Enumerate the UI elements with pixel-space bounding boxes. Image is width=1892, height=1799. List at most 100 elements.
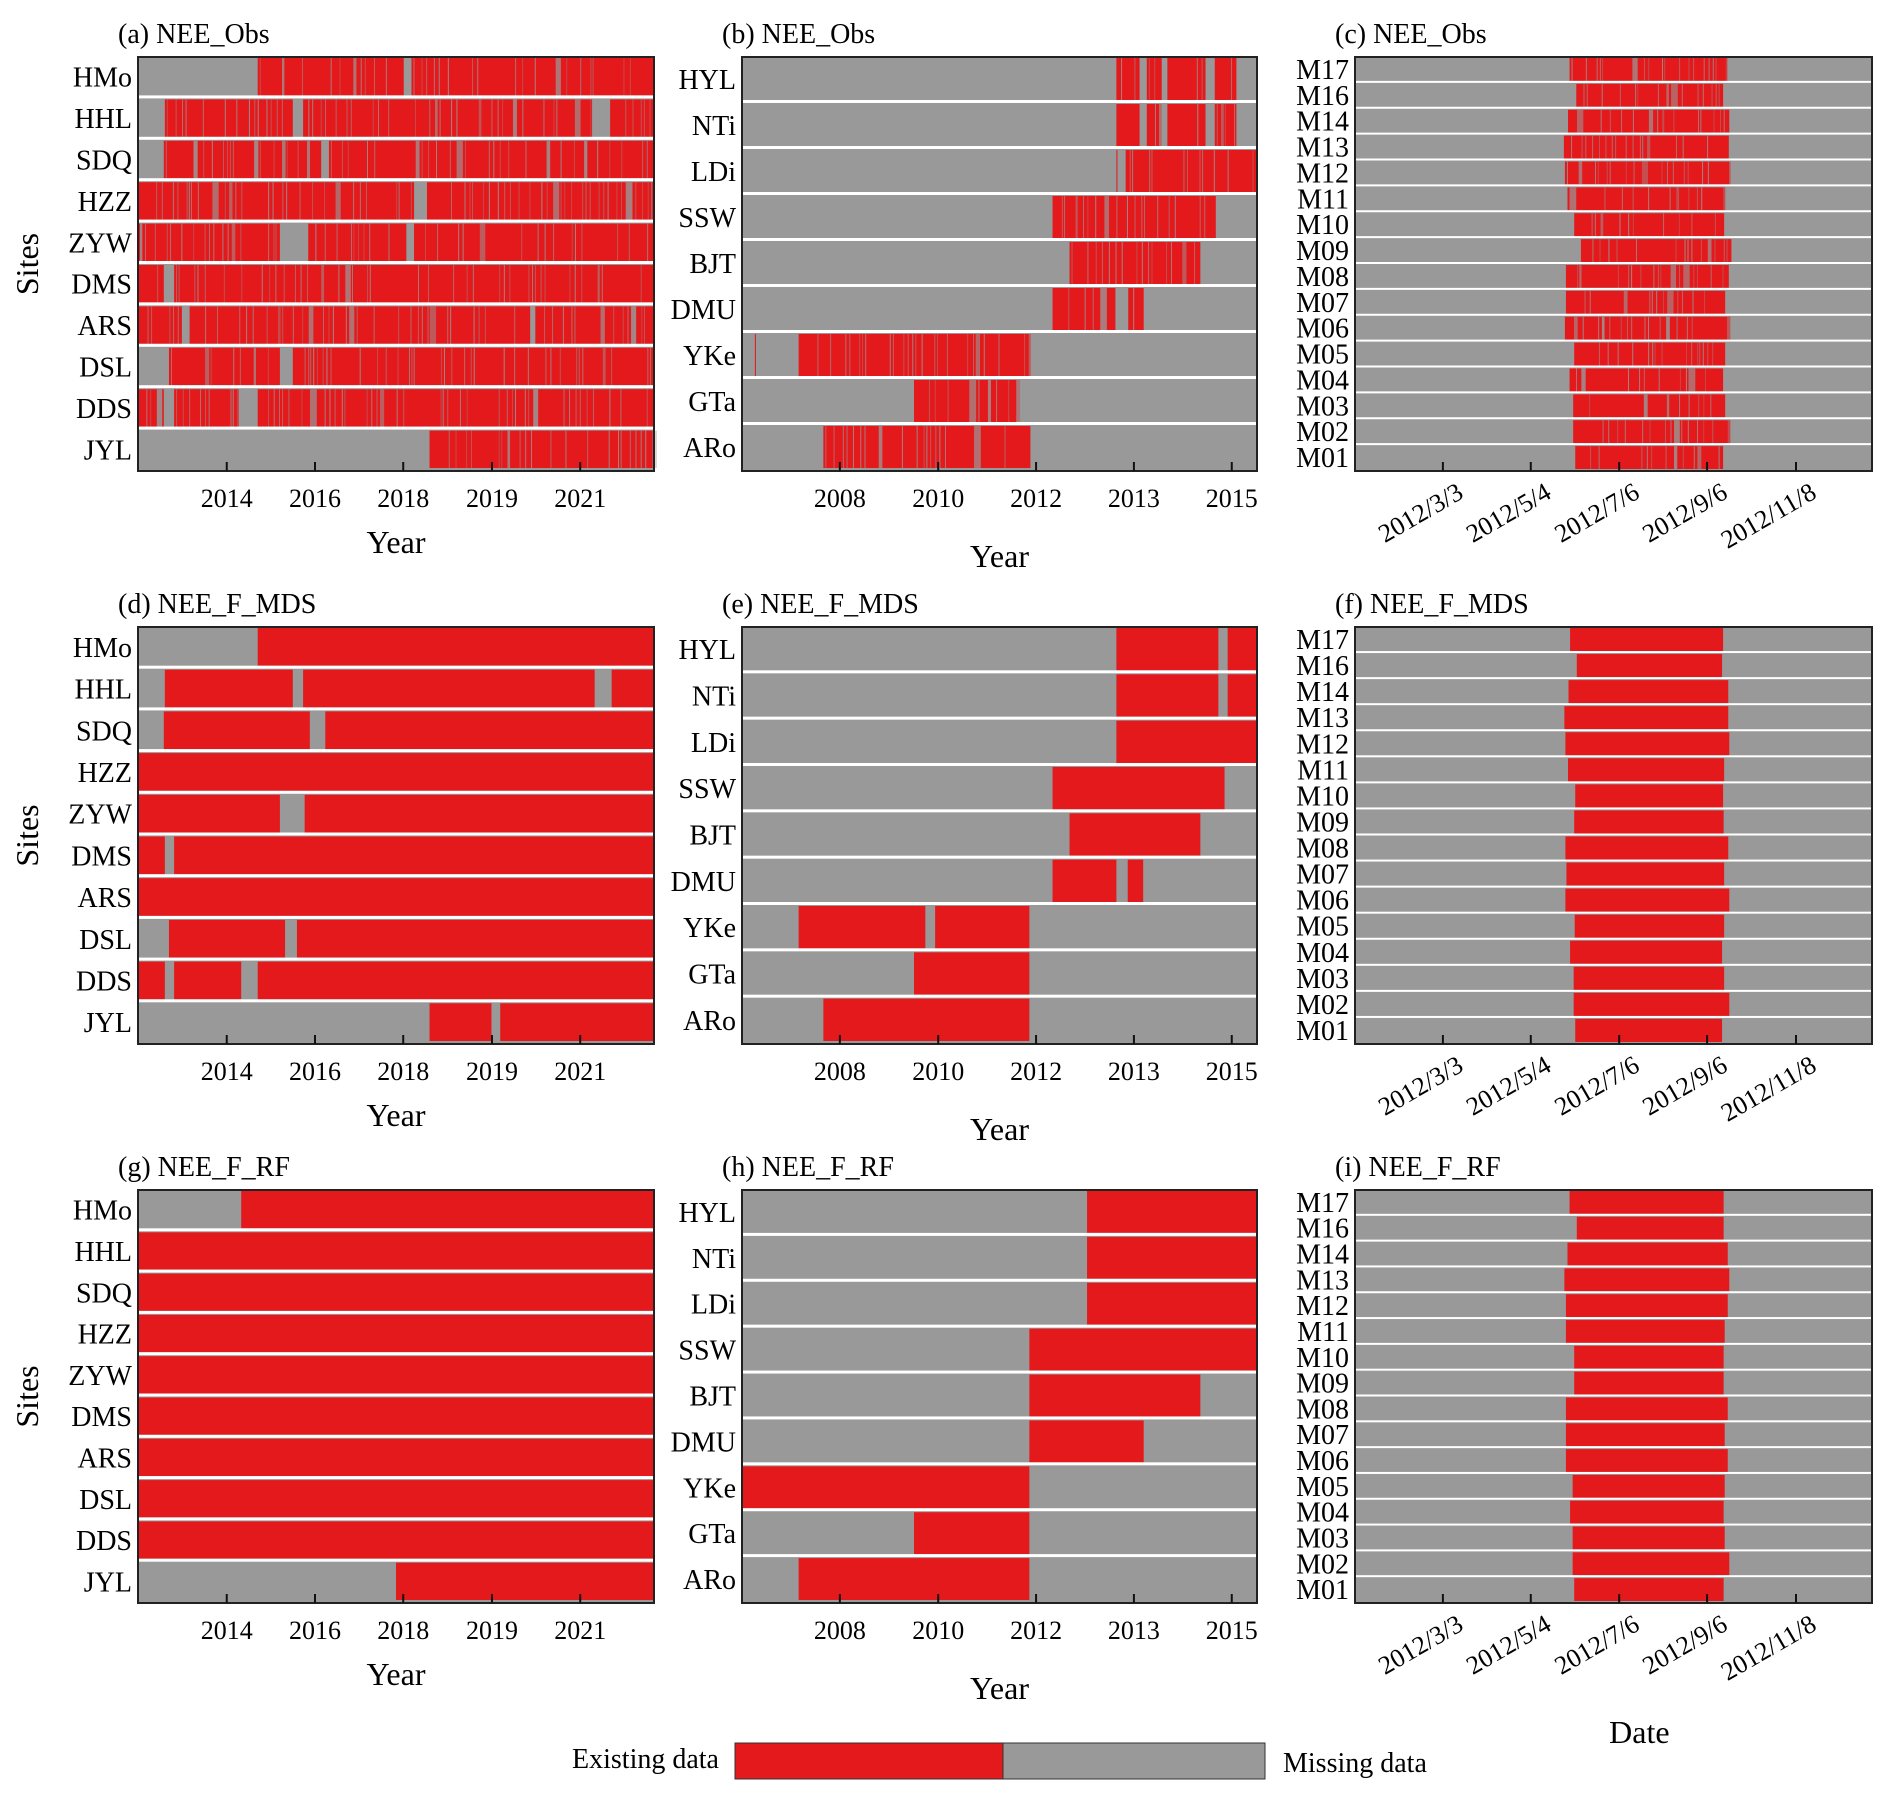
site-label: M03 — [1296, 391, 1349, 422]
x-tick-label: 2015 — [1206, 1616, 1258, 1645]
existing-segment — [304, 794, 654, 833]
gap-stripe — [1685, 368, 1687, 392]
gap-stripe — [1134, 58, 1136, 100]
gap-stripe — [210, 347, 212, 386]
site-row-ZYW: ZYW — [68, 223, 654, 264]
gap-stripe — [1648, 187, 1650, 211]
gap-stripe — [607, 182, 609, 220]
site-row-DMS: DMS — [71, 836, 654, 878]
site-label: M06 — [1296, 886, 1349, 917]
gap-stripe — [1064, 196, 1066, 238]
site-row-SDQ: SDQ — [76, 1273, 654, 1314]
site-label: M02 — [1296, 990, 1349, 1021]
gap-stripe — [411, 347, 413, 386]
gap-stripe — [1174, 196, 1176, 238]
existing-segment — [1576, 654, 1723, 678]
gap-stripe — [597, 140, 599, 179]
gap-stripe — [916, 426, 918, 468]
gap-stripe — [545, 347, 547, 386]
gap-stripe — [1068, 288, 1070, 330]
gap-stripe — [398, 306, 400, 344]
existing-segment — [1572, 1552, 1730, 1576]
gap-stripe — [227, 223, 229, 261]
site-label: M14 — [1296, 677, 1349, 708]
gap-stripe — [506, 389, 508, 427]
gap-stripe — [140, 223, 143, 261]
gap-stripe — [339, 58, 341, 96]
gap-stripe — [350, 99, 352, 137]
site-label: M17 — [1296, 625, 1349, 656]
row-separator — [138, 95, 654, 99]
row-separator — [1355, 781, 1872, 784]
gap-stripe — [157, 265, 159, 303]
gap-stripe — [609, 389, 611, 427]
existing-segment — [328, 140, 654, 179]
site-label: ARo — [683, 1006, 736, 1037]
gap-stripe — [478, 99, 482, 137]
x-tick-label: 2019 — [466, 1616, 518, 1645]
x-tick-label: 2021 — [554, 1057, 606, 1086]
existing-segment — [1125, 150, 1257, 192]
existing-segment — [168, 347, 280, 386]
gap-stripe — [268, 389, 270, 427]
gap-stripe — [433, 58, 435, 96]
gap-stripe — [647, 223, 649, 261]
gap-stripe — [544, 265, 546, 303]
gap-stripe — [1718, 83, 1720, 107]
site-row-DSL: DSL — [79, 1480, 654, 1521]
x-tick-label: 2012/9/6 — [1638, 1609, 1733, 1680]
gap-stripe — [330, 58, 332, 96]
gap-stripe — [156, 182, 158, 220]
gap-stripe — [1679, 58, 1681, 81]
gap-stripe — [1649, 420, 1651, 444]
site-row-M17: M17 — [1296, 1188, 1872, 1219]
site-row-M14: M14 — [1296, 107, 1872, 138]
existing-segment — [1116, 720, 1257, 763]
gap-stripe — [641, 182, 643, 220]
x-tick-label: 2014 — [201, 1616, 253, 1645]
existing-segment — [1573, 420, 1731, 444]
existing-segment — [742, 1466, 1030, 1509]
row-separator — [1355, 1394, 1872, 1397]
gap-stripe — [176, 389, 178, 427]
gap-stripe — [1621, 109, 1623, 133]
gap-stripe — [1590, 446, 1592, 469]
row-separator — [1355, 262, 1872, 264]
gap-stripe — [1639, 135, 1641, 159]
gap-stripe — [1702, 83, 1704, 107]
gap-stripe — [286, 182, 288, 220]
site-label: DDS — [76, 394, 132, 425]
gap-stripe — [552, 306, 554, 344]
gap-stripe — [537, 223, 539, 261]
gap-stripe — [1647, 135, 1651, 159]
existing-segment — [1569, 1191, 1724, 1214]
row-separator — [742, 670, 1257, 674]
gap-stripe — [1651, 446, 1653, 469]
gap-stripe — [440, 347, 442, 386]
gap-stripe — [1654, 342, 1656, 366]
gap-stripe — [292, 306, 294, 344]
gap-stripe — [240, 223, 242, 261]
gap-stripe — [236, 99, 238, 137]
site-label: M14 — [1296, 1240, 1349, 1271]
gap-stripe — [177, 182, 179, 220]
gap-stripe — [996, 380, 998, 422]
gap-stripe — [493, 140, 495, 179]
gap-stripe — [1700, 239, 1702, 262]
row-separator — [138, 665, 654, 669]
gap-stripe — [450, 182, 452, 220]
gap-stripe — [907, 334, 909, 376]
gap-stripe — [620, 389, 622, 427]
gap-stripe — [1666, 394, 1670, 418]
gap-stripe — [1666, 83, 1669, 107]
site-label: ZYW — [68, 228, 132, 259]
gap-stripe — [1087, 242, 1089, 284]
existing-segment — [1569, 58, 1728, 81]
site-label: BJT — [689, 249, 736, 280]
gap-stripe — [1675, 239, 1677, 262]
gap-stripe — [1697, 342, 1699, 366]
panel-c: (c) NEE_ObsM17M16M14M13M12M11M10M09M08M0… — [1296, 19, 1873, 554]
gap-stripe — [257, 99, 259, 137]
gap-stripe — [575, 389, 577, 427]
gap-stripe — [172, 182, 174, 220]
